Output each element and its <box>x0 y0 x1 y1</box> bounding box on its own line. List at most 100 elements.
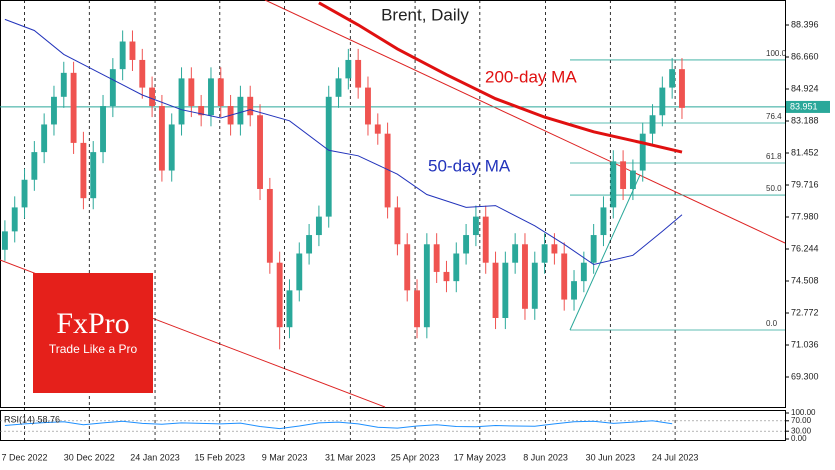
ma-label: 200-day MA <box>485 67 577 86</box>
candle-body <box>1 231 8 250</box>
x-tick-label: 8 Jun 2023 <box>523 452 568 462</box>
candle-body <box>659 87 666 116</box>
candle-body <box>276 262 283 328</box>
candle-body <box>629 170 636 189</box>
rsi-tick-label: 70.00 <box>791 416 812 425</box>
candle-body <box>482 216 489 263</box>
y-tick-label: 69.300 <box>791 371 819 381</box>
fib-label: 100.0 <box>766 49 787 58</box>
candle-body <box>551 244 558 254</box>
candle-body <box>11 207 18 232</box>
y-tick-label: 71.036 <box>791 339 819 349</box>
last-price-box <box>786 100 830 113</box>
candle-body <box>620 161 627 189</box>
y-tick-label: 77.980 <box>791 211 819 221</box>
candle-body <box>109 69 116 107</box>
candle-body <box>492 262 499 319</box>
candle-body <box>423 244 430 328</box>
logo-box <box>33 273 153 393</box>
candle-body <box>335 78 342 97</box>
candle-body <box>463 235 470 254</box>
candle-body <box>208 78 214 116</box>
candle-body <box>257 115 263 189</box>
candle-body <box>129 41 136 60</box>
candle-body <box>561 253 568 300</box>
y-tick-label: 83.188 <box>791 115 819 125</box>
last-price-label: 83.951 <box>790 101 818 111</box>
candle-body <box>394 207 401 245</box>
candle-body <box>80 142 87 199</box>
candle-body <box>502 262 509 319</box>
x-tick-label: 25 Apr 2023 <box>391 452 440 462</box>
fib-label: 76.4 <box>766 112 782 121</box>
x-tick-label: 17 May 2023 <box>454 452 506 462</box>
x-tick-label: 7 Dec 2022 <box>2 452 48 462</box>
candle-body <box>414 290 420 328</box>
candle-body <box>149 87 156 107</box>
y-tick-label: 79.716 <box>791 179 819 189</box>
candle-body <box>679 69 685 108</box>
candle-body <box>70 72 77 143</box>
y-tick-label: 84.924 <box>791 83 819 93</box>
candle-body <box>512 244 519 263</box>
candle-body <box>178 78 185 125</box>
candle-body <box>522 244 528 309</box>
candle-body <box>384 133 391 208</box>
candle-body <box>472 216 479 236</box>
candle-body <box>571 281 577 300</box>
candle-body <box>21 179 28 208</box>
candle-body <box>51 96 57 125</box>
candle-body <box>60 72 67 97</box>
candle-body <box>296 253 303 291</box>
channel-upper <box>264 0 786 244</box>
candle-body <box>306 235 313 254</box>
candle-body <box>669 69 676 88</box>
candle-body <box>531 262 538 309</box>
candle-body <box>580 262 587 282</box>
candle-body <box>404 244 411 291</box>
logo-brand: FxPro <box>56 307 129 340</box>
candle-body <box>443 271 450 282</box>
candle-body <box>453 253 460 282</box>
candle-body <box>90 152 97 199</box>
rsi-panel <box>0 410 786 441</box>
candle-body <box>600 207 607 236</box>
x-tick-label: 9 Mar 2023 <box>262 452 308 462</box>
logo: FxPro Trade Like a Pro <box>33 273 153 393</box>
candle-body <box>139 59 146 88</box>
rsi-tick-label: 100.00 <box>791 408 816 417</box>
candle-body <box>158 106 165 171</box>
candle-body <box>31 152 38 180</box>
candle-body <box>355 59 362 88</box>
x-tick-label: 24 Jul 2023 <box>652 452 699 462</box>
candle-body <box>649 115 656 134</box>
moving-average <box>318 1 683 154</box>
candle-body <box>590 235 597 263</box>
candle-body <box>237 96 244 125</box>
candle-body <box>374 124 381 134</box>
chart-title: Brent, Daily <box>381 5 469 24</box>
candle-body <box>433 244 440 272</box>
candle-body <box>325 96 332 217</box>
candle-body <box>217 78 224 107</box>
x-tick-label: 30 Dec 2022 <box>64 452 115 462</box>
fib-label: 0.0 <box>766 319 778 328</box>
y-tick-label: 72.772 <box>791 307 819 317</box>
y-tick-label: 74.508 <box>791 275 819 285</box>
rsi-tick-label: 0.00 <box>791 434 807 443</box>
fib-label: 50.0 <box>766 184 782 193</box>
candle-body <box>41 124 48 153</box>
candle-body <box>247 96 254 116</box>
candle-body <box>345 59 352 79</box>
y-tick-label: 88.396 <box>791 19 819 29</box>
candle-body <box>266 188 273 263</box>
candle-body <box>639 133 646 171</box>
fib-trendline <box>569 174 641 331</box>
candle-body <box>541 244 548 263</box>
candle-body <box>188 78 195 107</box>
rsi-label: RSI(14) 58.76 <box>4 414 60 424</box>
x-tick-label: 31 Mar 2023 <box>325 452 376 462</box>
candle-body <box>198 106 205 116</box>
logo-tagline: Trade Like a Pro <box>49 342 138 356</box>
candle-body <box>286 290 293 328</box>
